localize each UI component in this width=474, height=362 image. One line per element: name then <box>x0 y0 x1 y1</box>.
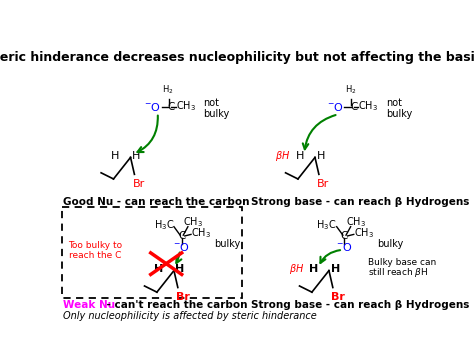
Text: H: H <box>175 264 185 274</box>
Text: Strong base - can reach β Hydrogens: Strong base - can reach β Hydrogens <box>251 197 470 207</box>
Text: C: C <box>341 231 348 241</box>
Text: H: H <box>317 151 325 161</box>
Text: - can't reach the carbon: - can't reach the carbon <box>103 300 248 310</box>
Text: bulky: bulky <box>214 239 240 249</box>
Text: bulky: bulky <box>202 109 229 118</box>
Text: H$_3$C: H$_3$C <box>316 218 337 232</box>
Text: bulky: bulky <box>377 239 403 249</box>
Text: still reach $\beta$H: still reach $\beta$H <box>368 266 428 279</box>
Text: $^{-}$O: $^{-}$O <box>328 101 345 113</box>
Text: C: C <box>178 231 185 241</box>
Text: CH$_3$: CH$_3$ <box>175 100 195 113</box>
Text: H: H <box>330 264 340 274</box>
Text: H: H <box>309 264 318 274</box>
Text: Br: Br <box>176 292 190 302</box>
Text: Br: Br <box>331 292 345 302</box>
Text: $^{-}$O: $^{-}$O <box>336 241 353 253</box>
Text: Bulky base can: Bulky base can <box>368 258 436 268</box>
Text: H: H <box>132 151 140 161</box>
Text: Steric hinderance decreases nucleophilicity but not affecting the basicity: Steric hinderance decreases nucleophilic… <box>0 51 474 64</box>
Text: $^{-}$O: $^{-}$O <box>173 241 190 253</box>
Text: CH$_3$: CH$_3$ <box>183 215 203 229</box>
Text: Weak Nu: Weak Nu <box>63 300 115 310</box>
Text: CH$_3$: CH$_3$ <box>191 226 211 240</box>
FancyArrowPatch shape <box>176 253 182 263</box>
FancyArrowPatch shape <box>320 250 340 263</box>
Text: $\beta$H: $\beta$H <box>289 262 304 276</box>
FancyArrowPatch shape <box>137 115 158 152</box>
Text: Br: Br <box>317 179 329 189</box>
Text: CH$_3$: CH$_3$ <box>358 100 378 113</box>
Text: Only nucleophilicity is affected by steric hinderance: Only nucleophilicity is affected by ster… <box>63 311 317 321</box>
Text: $\beta$H: $\beta$H <box>275 149 290 163</box>
Text: reach the C: reach the C <box>69 252 121 261</box>
Text: H: H <box>154 264 163 274</box>
Text: not: not <box>386 98 402 109</box>
Text: Too bulky to: Too bulky to <box>69 241 123 250</box>
Text: Strong base - can reach β Hydrogens: Strong base - can reach β Hydrogens <box>251 300 470 310</box>
Text: CH$_3$: CH$_3$ <box>354 226 374 240</box>
Text: H$_3$C: H$_3$C <box>154 218 174 232</box>
Text: H$_2$: H$_2$ <box>345 83 356 96</box>
Text: H: H <box>111 151 120 161</box>
FancyArrowPatch shape <box>303 115 336 149</box>
Text: Good Nu - can reach the carbon: Good Nu - can reach the carbon <box>63 197 250 207</box>
Text: H: H <box>296 151 304 161</box>
Text: C: C <box>168 102 175 111</box>
Text: not: not <box>202 98 219 109</box>
Text: Br: Br <box>133 179 145 189</box>
Text: CH$_3$: CH$_3$ <box>346 215 366 229</box>
Text: $^{-}$O: $^{-}$O <box>145 101 162 113</box>
Text: H$_2$: H$_2$ <box>162 83 173 96</box>
Text: bulky: bulky <box>386 109 412 118</box>
Text: C: C <box>351 102 358 111</box>
